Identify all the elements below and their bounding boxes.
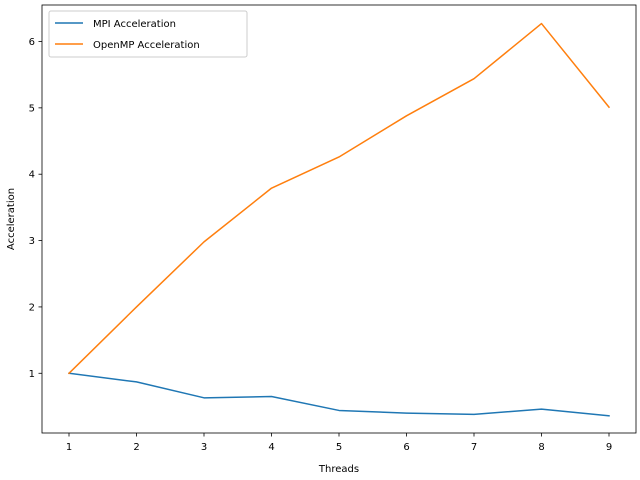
x-tick-label: 7 [471, 442, 477, 453]
series-line-mpi-acceleration [68, 372, 610, 417]
x-tick-label: 2 [133, 442, 139, 453]
x-tick-label: 6 [403, 442, 409, 453]
legend-label-mpi: MPI Acceleration [93, 19, 176, 30]
y-tick-label: 3 [29, 236, 35, 247]
x-tick-label: 8 [538, 442, 544, 453]
x-tick-label: 4 [268, 442, 274, 453]
series-line-openmp-acceleration [67, 22, 611, 375]
legend: MPI Acceleration OpenMP Acceleration [48, 10, 248, 58]
series-lines [67, 22, 611, 417]
x-tick-label: 9 [606, 442, 612, 453]
x-tick-label: 1 [66, 442, 72, 453]
y-tick-label: 5 [29, 103, 35, 114]
y-axis-label: Acceleration [6, 188, 17, 250]
legend-label-openmp: OpenMP Acceleration [93, 40, 200, 51]
y-tick-label: 1 [29, 369, 35, 380]
x-axis-label: Threads [318, 464, 359, 475]
x-axis-ticks: 1 2 3 4 5 6 7 8 9 [66, 433, 612, 453]
y-axis-ticks: 1 2 3 4 5 6 [29, 37, 42, 380]
legend-frame [48, 10, 248, 58]
plot-area [41, 4, 637, 434]
y-tick-label: 4 [29, 170, 35, 181]
y-tick-label: 2 [29, 302, 35, 313]
x-tick-label: 5 [336, 442, 342, 453]
x-tick-label: 3 [201, 442, 207, 453]
y-tick-label: 6 [29, 37, 35, 48]
